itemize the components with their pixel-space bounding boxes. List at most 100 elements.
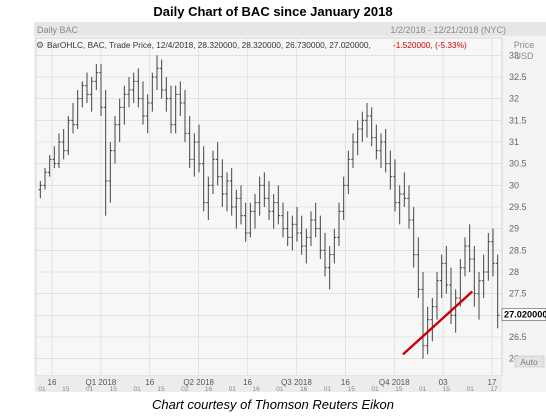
ohlc-bar: [225, 172, 229, 212]
ohlc-bar: [243, 202, 248, 242]
x-subtick-label: 01: [324, 386, 332, 392]
price-chart[interactable]: Daily BAC 1/2/2018 - 12/21/2018 (NYC) ⚙ …: [34, 22, 546, 392]
ohlc-bar: [43, 168, 47, 190]
ohlc-bar: [38, 181, 43, 199]
ohlc-bar: [159, 59, 164, 99]
auto-scale-button[interactable]: [514, 355, 545, 368]
ohlc-bar: [136, 68, 141, 108]
x-tick-label: 16: [145, 378, 154, 387]
settings-icon[interactable]: ⚙: [36, 40, 44, 50]
ohlc-bar: [299, 215, 304, 255]
ohlc-bar: [467, 224, 472, 272]
y-tick-label: 27.5: [509, 289, 527, 299]
x-subtick-label: 01: [86, 386, 94, 392]
y-tick-label: 31: [509, 137, 519, 147]
x-subtick-label: 01: [134, 386, 142, 392]
chart-title: Daily Chart of BAC since January 2018: [153, 4, 393, 19]
chart-header-bar: [34, 22, 546, 36]
y-tick-label: 29: [509, 224, 519, 234]
ohlc-bar: [173, 85, 178, 134]
x-subtick-label: 15: [395, 386, 403, 392]
ohlc-bar: [155, 55, 159, 90]
last-price-label: 27.020000: [501, 308, 546, 321]
ohlc-bar: [164, 77, 169, 112]
ohlc-bar: [215, 142, 220, 186]
ohlc-bar: [150, 72, 155, 112]
ohlc-bar: [141, 81, 145, 125]
ohlc-bar: [206, 176, 211, 220]
y-tick-label: 30.5: [509, 159, 527, 169]
ohlc-bar: [201, 146, 206, 212]
x-subtick-label: 01: [371, 386, 379, 392]
x-tick-label: Q3 2018: [281, 378, 312, 387]
ohlc-bar: [267, 181, 271, 220]
ohlc-bar: [108, 142, 113, 203]
ohlc-bar: [75, 90, 80, 129]
ohlc-bar: [313, 202, 318, 238]
ohlc-bar: [253, 194, 257, 229]
y-tick-label: 26: [509, 354, 519, 364]
ohlc-bar: [318, 215, 323, 259]
ohlc-bar: [281, 202, 285, 238]
last-price-value: 27.020000: [504, 309, 546, 319]
ohlc-bar: [122, 85, 127, 125]
ohlc-bar: [131, 72, 136, 103]
ohlc-bar: [234, 189, 239, 229]
chart-caption: Chart courtesy of Thomson Reuters Eikon: [151, 397, 395, 412]
ohlc-bar: [61, 129, 66, 160]
ohlc-bar: [57, 133, 61, 168]
ohlc-bar: [290, 215, 295, 251]
ohlc-bar: [80, 81, 85, 108]
x-subtick-label: 01: [229, 386, 237, 392]
ohlc-bar: [430, 298, 435, 342]
x-tick-label: 16: [341, 378, 350, 387]
ohlc-bar: [351, 133, 355, 168]
ohlc-bar: [197, 124, 201, 173]
ohlc-bar: [346, 150, 351, 194]
ohlc-bar: [113, 116, 117, 164]
ohlc-bar: [89, 77, 94, 112]
ohlc-bar: [52, 146, 57, 168]
support-trendline: [402, 290, 474, 356]
ohlc-bar: [393, 159, 397, 212]
ohlc-bar: [355, 120, 360, 155]
x-tick-label: 03: [439, 378, 448, 387]
legend: ⚙ BarOHLC, BAC, Trade Price, 12/4/2018, …: [36, 40, 467, 50]
time-axis-bar: [36, 376, 502, 392]
y-tick-label: 26.5: [509, 332, 527, 342]
x-subtick-label: 17: [490, 386, 498, 392]
x-tick-label: 16: [243, 378, 252, 387]
ohlc-bar: [220, 159, 225, 207]
x-subtick-label: 16: [205, 386, 213, 392]
ohlc-bar: [444, 246, 449, 294]
ohlc-bar: [435, 272, 439, 320]
y-tick-label: 32: [509, 94, 519, 104]
chart-frame: Daily BAC 1/2/2018 - 12/21/2018 (NYC) ⚙ …: [34, 22, 546, 392]
ohlc-bar: [257, 176, 262, 216]
ohlc-bar: [369, 107, 374, 147]
ohlc-bar: [262, 172, 267, 207]
ohlc-bar: [332, 228, 337, 264]
ohlc-bars: [38, 55, 500, 359]
ohlc-bar: [192, 133, 197, 177]
ohlc-bar: [309, 211, 313, 246]
ohlc-bar: [117, 98, 122, 142]
x-tick-label: Q1 2018: [86, 378, 117, 387]
x-subtick-label: 16: [300, 386, 308, 392]
ohlc-bar: [477, 272, 481, 320]
y-tick-label: 28: [509, 267, 519, 277]
ohlc-bar: [388, 150, 393, 190]
x-subtick-label: 15: [348, 386, 356, 392]
usd-unit-label: USD: [514, 51, 534, 61]
y-tick-label: 32.5: [509, 72, 527, 82]
y-tick-label: 29.5: [509, 202, 527, 212]
x-subtick-label: 15: [110, 386, 118, 392]
x-tick-label: Q2 2018: [183, 378, 214, 387]
ohlc-bar: [458, 259, 463, 307]
price-unit-label: Price: [514, 40, 535, 50]
auto-scale-label: Auto: [520, 357, 538, 367]
date-range-label: 1/2/2018 - 12/21/2018 (NYC): [390, 25, 506, 35]
ohlc-bar: [229, 168, 234, 216]
time-axis: 16 Q1 2018 16 Q2 2018 16 Q3 2018 16 Q4 2018 03 17…: [38, 378, 498, 392]
ohlc-bar: [439, 254, 444, 298]
